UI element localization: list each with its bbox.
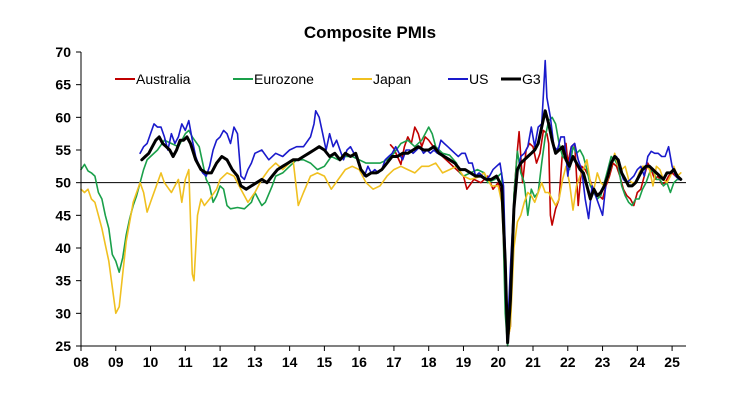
y-tick-label: 25 <box>55 338 71 354</box>
x-tick-label: 09 <box>108 354 124 370</box>
x-tick-label: 14 <box>282 354 298 370</box>
legend: Australia Eurozone Japan US G3 <box>115 71 541 87</box>
y-tick-label: 30 <box>55 305 71 321</box>
x-tick-label: 22 <box>560 354 576 370</box>
legend-label-us: US <box>469 71 488 87</box>
series-line-japan <box>80 152 682 342</box>
x-tick-label: 25 <box>664 354 680 370</box>
legend-label-australia: Australia <box>136 71 191 87</box>
y-tick-label: 60 <box>55 109 71 125</box>
y-tick-label: 40 <box>55 240 71 256</box>
legend-label-eurozone: Eurozone <box>254 71 314 87</box>
axes: 25 30 35 40 45 50 55 60 65 70 08 09 10 11 12 13 14 15 16 17… <box>55 44 686 370</box>
x-tick-label: 23 <box>595 354 611 370</box>
chart-title: Composite PMIs <box>304 23 436 42</box>
y-tick-label: 45 <box>55 207 71 223</box>
x-tick-label: 13 <box>247 354 263 370</box>
series-line-g3 <box>140 109 683 345</box>
y-tick-label: 70 <box>55 44 71 60</box>
y-tick-label: 50 <box>55 175 71 191</box>
legend-label-japan: Japan <box>373 71 411 87</box>
x-tick-label: 16 <box>351 354 367 370</box>
x-tick-label: 10 <box>143 354 159 370</box>
y-tick-label: 35 <box>55 273 71 289</box>
x-tick-label: 08 <box>73 354 89 370</box>
x-tick-label: 17 <box>386 354 402 370</box>
x-tick-label: 11 <box>178 354 193 370</box>
series-layer <box>80 59 683 347</box>
x-tick-label: 18 <box>421 354 437 370</box>
x-tick-label: 20 <box>490 354 506 370</box>
x-tick-label: 12 <box>212 354 228 370</box>
x-tick-label: 21 <box>525 354 541 370</box>
y-tick-label: 65 <box>55 77 71 93</box>
x-tick-label: 19 <box>456 354 472 370</box>
series-line-australia <box>389 126 680 341</box>
x-tick-label: 24 <box>630 354 646 370</box>
y-tick-label: 55 <box>55 142 71 158</box>
legend-label-g3: G3 <box>522 71 541 87</box>
x-tick-label: 15 <box>317 354 333 370</box>
